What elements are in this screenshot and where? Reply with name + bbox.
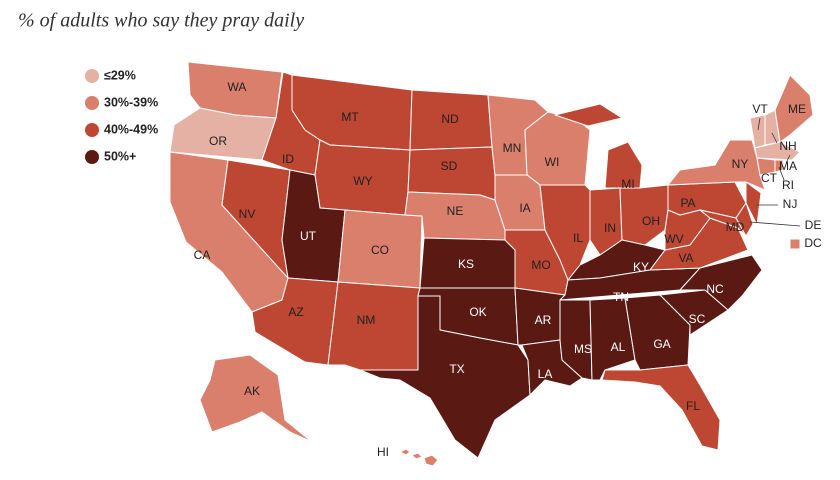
state-shape — [699, 209, 747, 237]
state-label: OH — [642, 214, 660, 228]
outside-labels: VT NH MA RI NJ DE — [752, 102, 821, 232]
state-label: WY — [353, 174, 372, 188]
leader-line — [757, 117, 761, 131]
state-label: SC — [689, 312, 706, 326]
state-label: WA — [228, 80, 247, 94]
state-label: MT — [341, 110, 359, 124]
state-label: RI — [782, 178, 794, 192]
legend-swatch — [85, 123, 99, 137]
state-label: TX — [449, 362, 464, 376]
legend-label: 40%-49% — [104, 122, 158, 136]
state-shape — [359, 295, 531, 459]
state-label: NC — [706, 282, 724, 296]
state-label: AL — [611, 340, 626, 354]
state-shape — [399, 448, 439, 467]
state-label: ID — [282, 152, 294, 166]
state-label: VT — [752, 102, 768, 116]
leader-lines — [749, 117, 801, 227]
state-shape — [774, 159, 784, 173]
state-label: OR — [209, 134, 227, 148]
state-label: ME — [788, 102, 806, 116]
legend-label: 50%+ — [104, 149, 136, 163]
state-label: MI — [621, 177, 634, 191]
state-label: GA — [653, 337, 670, 351]
state-label: NV — [239, 207, 256, 221]
state-label: NJ — [783, 197, 798, 211]
state-shape — [659, 289, 729, 336]
state-label: NE — [447, 204, 464, 218]
state-shape — [601, 364, 721, 451]
state-label: KY — [633, 260, 649, 274]
state-shape — [667, 139, 766, 191]
state-label: AR — [535, 313, 552, 327]
legend-swatch — [85, 150, 99, 164]
state-label: CO — [371, 243, 389, 257]
legend-swatch — [85, 96, 99, 110]
state-label: UT — [300, 229, 317, 243]
state-label: MA — [779, 159, 797, 173]
state-label: HI — [377, 445, 389, 459]
state-label: WI — [545, 155, 560, 169]
leader-line — [778, 166, 785, 181]
state-label: MO — [531, 258, 550, 272]
state-label: VA — [678, 251, 693, 265]
state-label: FL — [686, 399, 700, 413]
legend-label: 30%-39% — [104, 95, 158, 109]
state-label: MS — [574, 342, 592, 356]
state-shape — [735, 202, 754, 237]
legend: ≤29% 30%-39% 40%-49% 50%+ — [85, 68, 158, 164]
state-shape — [745, 181, 762, 226]
state-shape — [754, 141, 801, 161]
leader-line — [749, 221, 801, 227]
states: WA OR CA NV ID MT WY UT AZ CO NM ND SD NE KS OK TX MN WI IA… — [169, 61, 822, 467]
state-label: LA — [538, 367, 553, 381]
state-label: DC — [804, 236, 822, 250]
state-label: NH — [779, 139, 796, 153]
state-label: SD — [441, 159, 458, 173]
state-label: NY — [732, 157, 749, 171]
state-label: WV — [664, 232, 683, 246]
state-shape — [199, 354, 313, 443]
state-label: OK — [469, 305, 486, 319]
state-label: CT — [761, 171, 778, 185]
state-shape — [337, 209, 423, 289]
leader-line — [771, 132, 778, 144]
state-label: MN — [503, 141, 522, 155]
state-label: AZ — [288, 305, 303, 319]
state-label: CA — [194, 248, 211, 262]
legend-label: ≤29% — [104, 68, 136, 82]
state-label: IA — [519, 201, 530, 215]
state-label: AK — [244, 384, 260, 398]
state-label: ND — [441, 112, 459, 126]
state-label: PA — [680, 196, 695, 210]
state-shape — [789, 238, 801, 250]
state-label: TN — [613, 290, 629, 304]
state-label: KS — [458, 257, 474, 271]
legend-swatch — [85, 69, 99, 83]
title: % of adults who say they pray daily — [18, 10, 304, 32]
state-shape — [679, 254, 763, 311]
leader-line — [785, 154, 791, 164]
state-label: NM — [357, 313, 376, 327]
state-label: DE — [805, 218, 822, 232]
state-label: IL — [573, 231, 583, 245]
state-label: IN — [604, 221, 616, 235]
state-label: MD — [726, 220, 745, 234]
